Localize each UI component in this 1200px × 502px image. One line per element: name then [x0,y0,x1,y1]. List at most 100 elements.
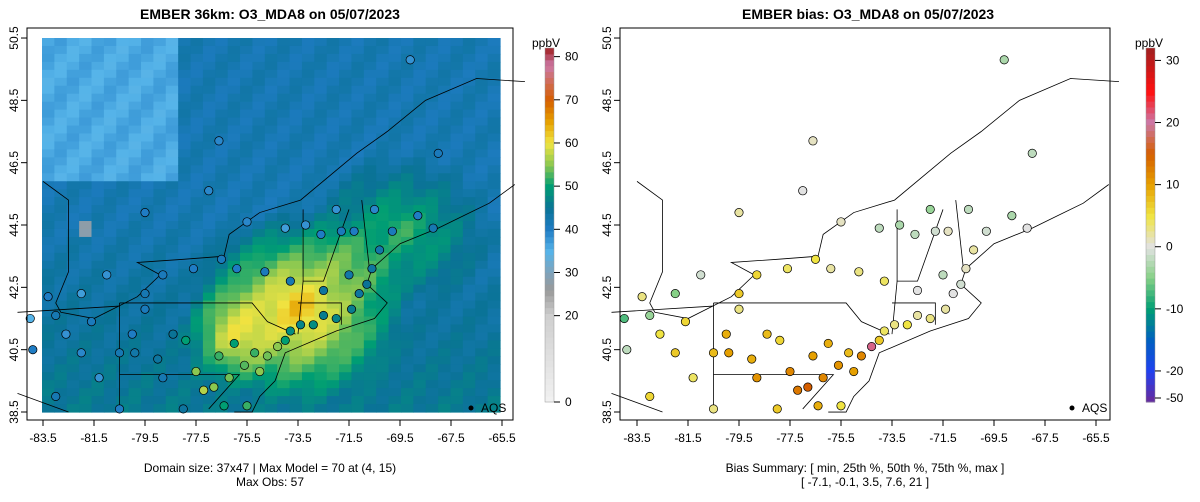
model-cell [450,348,464,357]
model-cell [252,38,266,47]
model-colorbar-swatch [545,195,554,202]
model-colorbar-swatch [545,295,554,303]
model-cell [91,404,105,413]
model-cell [326,292,340,302]
model-cell [153,45,167,55]
obs-site [318,285,329,296]
model-cell [314,252,328,262]
model-cell [215,45,229,55]
model-cell [351,61,365,71]
x-tick-label: -77.5 [776,431,804,445]
model-cell [301,404,315,413]
model-colorbar-swatch [545,65,554,73]
model-cell [388,236,402,246]
model-cell [54,340,68,349]
model-cell [178,396,192,405]
bias-colorbar-swatch [1146,77,1155,84]
model-cell [450,173,464,182]
bias-colorbar-tick-label: -20 [1166,364,1184,378]
model-cell [128,404,142,413]
model-cell [487,356,501,365]
model-colorbar-swatch [545,112,554,120]
model-cell [42,356,55,365]
model-cell [165,157,179,166]
obs-site [102,270,112,280]
model-cell [351,85,365,95]
model-cell [165,61,179,71]
model-cell [165,316,179,326]
model-cell [215,117,229,127]
model-cell [227,101,241,111]
model-cell [400,356,414,365]
model-cell [314,157,328,166]
model-cell [462,173,476,182]
obs-site [354,289,364,299]
x-tick-label: -83.5 [623,431,651,445]
model-cell [202,228,216,238]
model-cell [462,348,476,357]
model-cell [91,173,105,182]
model-cell [339,228,353,238]
model-cell [425,364,439,373]
model-cell [314,260,328,270]
model-cell [277,228,291,238]
model-cell [190,85,204,95]
model-cell [116,276,130,286]
model-cell [351,260,365,270]
obs-site [316,229,326,239]
model-cell [103,244,117,254]
model-cell [289,292,303,302]
model-cell [400,213,414,222]
model-cell [165,292,179,302]
model-cell [165,364,179,373]
model-cell [190,300,204,310]
model-cell [326,364,340,373]
model-cell [66,61,80,71]
model-cell [190,221,204,230]
model-cell [425,340,439,349]
model-cell [438,396,452,405]
model-cell [339,372,353,381]
model-cell [252,332,266,341]
model-cell [475,228,489,238]
bias-site [874,223,884,233]
model-cell [277,189,291,198]
model-cell [438,93,452,103]
model-cell [289,340,303,349]
model-cell [202,348,216,357]
model-cell [165,85,179,95]
model-cell [462,372,476,381]
bias-colorbar-swatch [1146,295,1155,303]
model-cell [128,85,142,95]
bias-site [879,326,889,336]
bias-colorbar-tick-label: 30 [1166,53,1180,67]
model-cell [153,53,167,63]
model-cell [252,117,266,127]
model-cell [165,69,179,79]
model-cell [289,181,303,190]
model-cell [91,284,105,294]
model-cell [413,340,427,349]
model-cell [91,388,105,397]
model-cell [475,117,489,127]
model-cell [277,85,291,95]
model-cell [42,284,55,294]
model-cell [202,117,216,127]
obs-site [255,366,265,377]
model-cell [54,157,68,166]
model-cell [42,308,55,318]
model-cell [314,53,328,63]
model-cell [425,244,439,254]
model-cell [425,38,439,47]
model-cell [190,316,204,326]
model-cell [301,308,315,318]
model-cell [314,404,328,413]
bias-colorbar-swatch [1146,71,1155,78]
model-cell [425,316,439,326]
model-cell [128,213,142,222]
bias-site [930,226,940,236]
model-cell [363,77,377,87]
model-cell [351,125,365,135]
x-tick-label: -73.5 [878,431,906,445]
model-cell [178,260,192,270]
